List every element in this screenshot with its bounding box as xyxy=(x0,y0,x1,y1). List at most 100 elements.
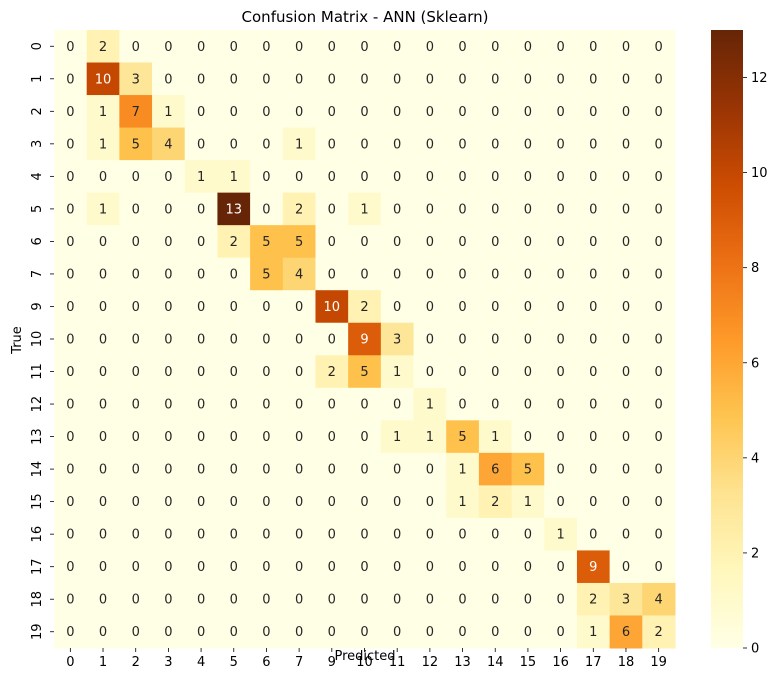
cell-value-label: 0 xyxy=(655,560,663,575)
x-tick-label: 13 xyxy=(454,655,471,670)
heatmap-cell xyxy=(217,582,251,616)
heatmap-cell xyxy=(642,387,676,421)
heatmap-cell xyxy=(511,322,545,356)
colorbar-tick-labels: 0 2 4 6 8 10 12 xyxy=(743,71,768,657)
cell-value-label: 0 xyxy=(655,170,663,185)
heatmap-cell xyxy=(380,322,415,356)
heatmap-cell xyxy=(119,225,153,259)
cell-value-label: 0 xyxy=(655,300,663,315)
cell-value-label: 0 xyxy=(328,333,336,348)
heatmap-cell xyxy=(609,387,643,421)
cell-value-label: 0 xyxy=(66,463,74,478)
heatmap-cell xyxy=(478,387,513,421)
heatmap-cell xyxy=(413,127,447,161)
heatmap-cell xyxy=(86,290,120,324)
cell-value-label: 0 xyxy=(99,463,107,478)
heatmap-cell xyxy=(478,322,513,356)
heatmap-cell xyxy=(478,517,513,551)
y-tick-label: 12 xyxy=(30,396,45,413)
heatmap-cell xyxy=(86,485,120,519)
cell-value-label: 0 xyxy=(458,137,466,152)
heatmap-cell xyxy=(348,257,382,291)
cell-value-label: 0 xyxy=(99,365,107,380)
cell-value-label: 0 xyxy=(556,430,564,445)
cell-value-label: 0 xyxy=(360,170,368,185)
cell-value-label: 0 xyxy=(197,560,205,575)
heatmap-cell xyxy=(250,95,284,129)
cell-value-label: 0 xyxy=(360,625,368,640)
cell-value-label: 0 xyxy=(655,235,663,250)
cell-value-label: 0 xyxy=(262,495,270,510)
heatmap-cell xyxy=(86,420,120,454)
heatmap-cell xyxy=(446,30,480,64)
colorbar-tick-label: 0 xyxy=(751,642,759,657)
heatmap-cell xyxy=(54,485,88,519)
heatmap-cell xyxy=(217,290,251,324)
heatmap-cell xyxy=(184,485,218,519)
heatmap-cell xyxy=(576,387,611,421)
heatmap-cell xyxy=(184,420,218,454)
cell-value-label: 0 xyxy=(622,40,630,55)
cell-value-label: 0 xyxy=(458,72,466,87)
cell-value-label: 0 xyxy=(66,170,74,185)
heatmap-cell xyxy=(413,582,447,616)
heatmap-cell xyxy=(609,30,643,64)
heatmap-cell xyxy=(380,160,415,194)
cell-value-label: 0 xyxy=(655,495,663,510)
heatmap-cell xyxy=(119,290,153,324)
heatmap-cell xyxy=(152,485,186,519)
cell-value-label: 0 xyxy=(295,40,303,55)
cell-value-label: 0 xyxy=(164,170,172,185)
heatmap-cell xyxy=(250,550,284,584)
cell-value-label: 2 xyxy=(328,365,336,380)
heatmap-cell xyxy=(184,192,218,226)
cell-value-label: 0 xyxy=(197,40,205,55)
cell-value-label: 0 xyxy=(360,398,368,413)
cell-value-label: 0 xyxy=(589,398,597,413)
heatmap-cell xyxy=(315,420,349,454)
cell-value-label: 0 xyxy=(132,333,140,348)
heatmap-cell xyxy=(609,192,643,226)
cell-value-label: 1 xyxy=(99,105,107,120)
cell-value-label: 0 xyxy=(556,625,564,640)
heatmap-cell xyxy=(250,322,284,356)
cell-value-label: 0 xyxy=(328,398,336,413)
heatmap-cell xyxy=(511,192,545,226)
cell-value-label: 0 xyxy=(164,430,172,445)
cell-value-label: 0 xyxy=(622,267,630,282)
heatmap-cell xyxy=(413,420,447,454)
cell-value-label: 0 xyxy=(426,105,434,120)
cell-value-label: 0 xyxy=(230,72,238,87)
cell-value-label: 0 xyxy=(230,593,238,608)
cell-value-label: 0 xyxy=(164,202,172,217)
heatmap-cell xyxy=(119,387,153,421)
cell-value-label: 0 xyxy=(132,430,140,445)
cell-value-label: 0 xyxy=(230,560,238,575)
heatmap-cell xyxy=(576,192,611,226)
heatmap-cell xyxy=(511,30,545,64)
y-tick-label: 2 xyxy=(30,107,45,115)
heatmap-cell xyxy=(348,95,382,129)
cell-value-label: 0 xyxy=(589,528,597,543)
cell-value-label: 0 xyxy=(262,170,270,185)
cell-value-label: 0 xyxy=(556,495,564,510)
cell-value-label: 0 xyxy=(426,267,434,282)
heatmap-cell xyxy=(380,127,415,161)
heatmap-cell xyxy=(609,355,643,389)
heatmap-cell xyxy=(413,192,447,226)
cell-value-label: 2 xyxy=(99,40,107,55)
colorbar-tick-label: 4 xyxy=(751,451,759,466)
heatmap-cell xyxy=(250,485,284,519)
heatmap-cell xyxy=(544,322,578,356)
cell-value-label: 0 xyxy=(622,105,630,120)
cell-value-label: 0 xyxy=(66,333,74,348)
heatmap-cell xyxy=(54,420,88,454)
cell-value-label: 0 xyxy=(230,137,238,152)
cell-value-label: 0 xyxy=(360,430,368,445)
cell-value-label: 0 xyxy=(556,267,564,282)
heatmap-cell xyxy=(250,257,284,291)
heatmap-cell xyxy=(119,127,153,161)
cell-value-label: 0 xyxy=(164,560,172,575)
heatmap-cell xyxy=(184,95,218,129)
heatmap-cell xyxy=(576,355,611,389)
